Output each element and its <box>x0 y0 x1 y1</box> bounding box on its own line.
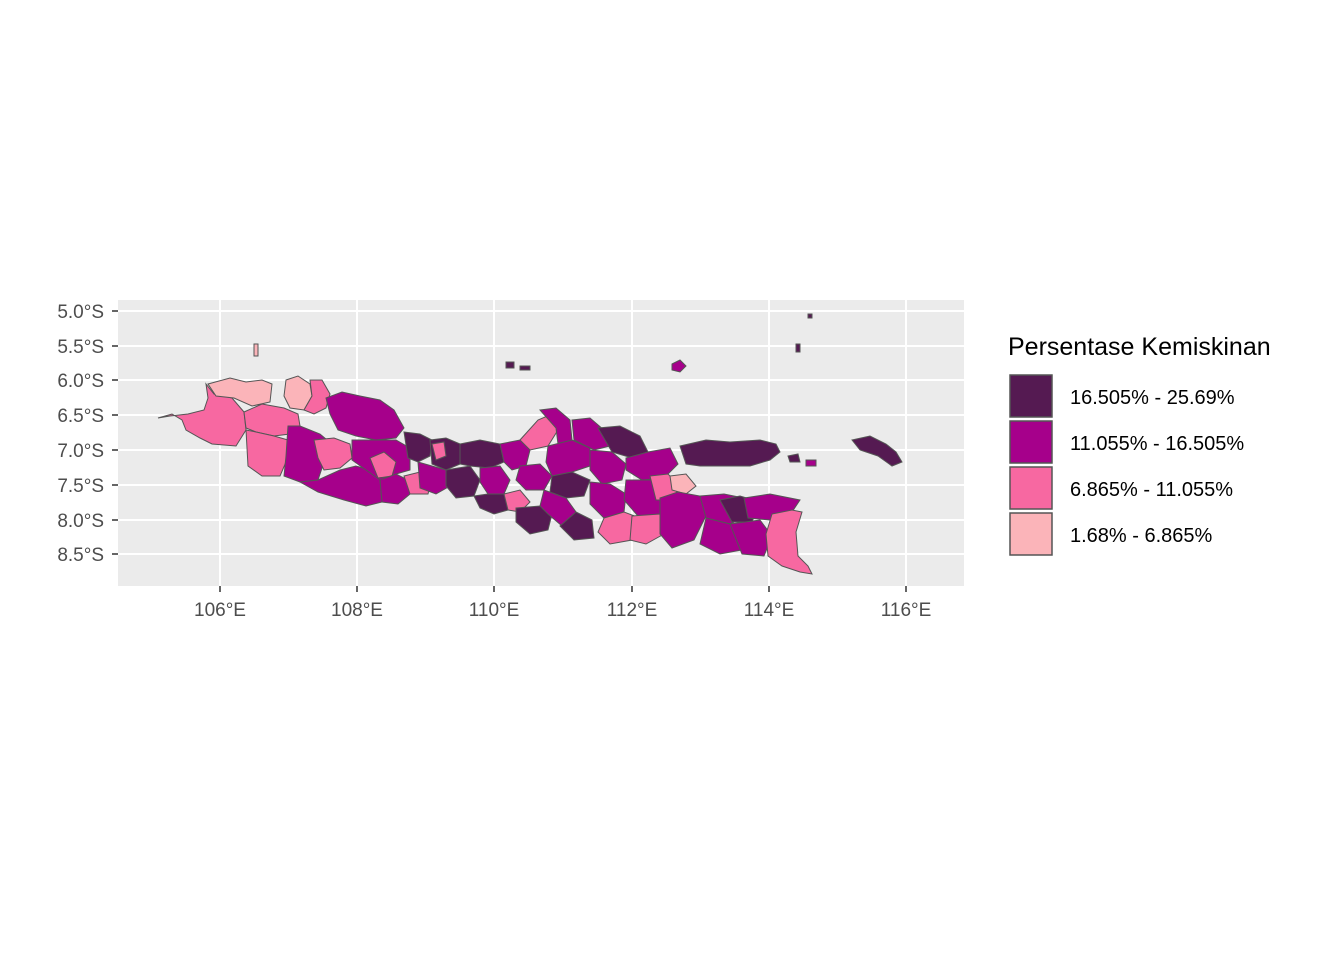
region-karimunjawa-2 <box>519 365 531 371</box>
y-label-8-5: 8.5°S <box>57 545 104 566</box>
region-central-java-4 <box>459 439 505 469</box>
region-karimunjawa <box>505 361 515 369</box>
y-label-5-0: 5.0°S <box>57 302 104 323</box>
y-label-6-5: 6.5°S <box>57 406 104 427</box>
region-west-java-north-2 <box>303 379 331 415</box>
region-madura <box>679 439 781 467</box>
x-label-112: 112°E <box>607 600 658 621</box>
region-islet-3 <box>795 343 801 353</box>
legend-label-3: 6.865% - 11.055% <box>1070 479 1233 501</box>
legend-swatch-3 <box>1009 466 1053 510</box>
region-masalembu <box>807 313 813 319</box>
region-islet-1 <box>787 453 801 463</box>
y-axis-labels: 5.0°S 5.5°S 6.0°S 6.5°S 7.0°S 7.5°S 8.0°… <box>57 302 104 566</box>
x-label-116: 116°E <box>881 600 932 621</box>
region-east-java-8 <box>629 513 665 545</box>
legend: Persentase Kemiskinan 16.505% - 25.69% 1… <box>1008 333 1271 556</box>
y-label-7-5: 7.5°S <box>57 476 104 497</box>
y-label-5-5: 5.5°S <box>57 337 104 358</box>
region-west-java-east-2 <box>369 451 397 479</box>
x-label-108: 108°E <box>331 600 383 621</box>
x-label-106: 106°E <box>194 600 246 621</box>
legend-title: Persentase Kemiskinan <box>1008 333 1271 361</box>
legend-label-4: 1.68% - 6.865% <box>1070 525 1213 547</box>
region-west-java-north-3 <box>325 391 405 441</box>
region-east-java-10 <box>659 491 707 549</box>
axis-ticks <box>112 310 907 592</box>
x-label-110: 110°E <box>469 600 520 621</box>
legend-swatch-4 <box>1009 512 1053 556</box>
region-east-java-3 <box>589 449 627 485</box>
region-central-java-11 <box>545 439 591 477</box>
region-islet-2 <box>805 459 817 467</box>
legend-label-2: 11.055% - 16.505% <box>1070 433 1244 455</box>
x-label-114: 114°E <box>744 600 795 621</box>
region-west-java-central-2 <box>313 437 353 471</box>
y-label-6-0: 6.0°S <box>57 371 104 392</box>
legend-swatch-1 <box>1009 374 1053 418</box>
region-cirebon <box>403 431 433 463</box>
region-central-java-2 <box>417 461 451 495</box>
y-label-7-0: 7.0°S <box>57 441 104 462</box>
legend-label-1: 16.505% - 25.69% <box>1070 387 1235 409</box>
java-regions <box>157 313 903 575</box>
region-central-java-3 <box>431 441 447 461</box>
region-east-java-4 <box>625 447 679 481</box>
region-banyuwangi <box>765 509 813 575</box>
region-bawean <box>671 359 687 373</box>
region-thousand-islands <box>253 343 259 357</box>
x-axis-labels: 106°E 108°E 110°E 112°E 114°E 116°E <box>194 600 931 621</box>
region-surabaya <box>669 473 697 495</box>
legend-swatch-2 <box>1009 420 1053 464</box>
y-label-8-0: 8.0°S <box>57 511 104 532</box>
region-banten-north <box>207 377 273 407</box>
region-central-java-14 <box>559 511 595 541</box>
region-kangean <box>851 435 903 467</box>
